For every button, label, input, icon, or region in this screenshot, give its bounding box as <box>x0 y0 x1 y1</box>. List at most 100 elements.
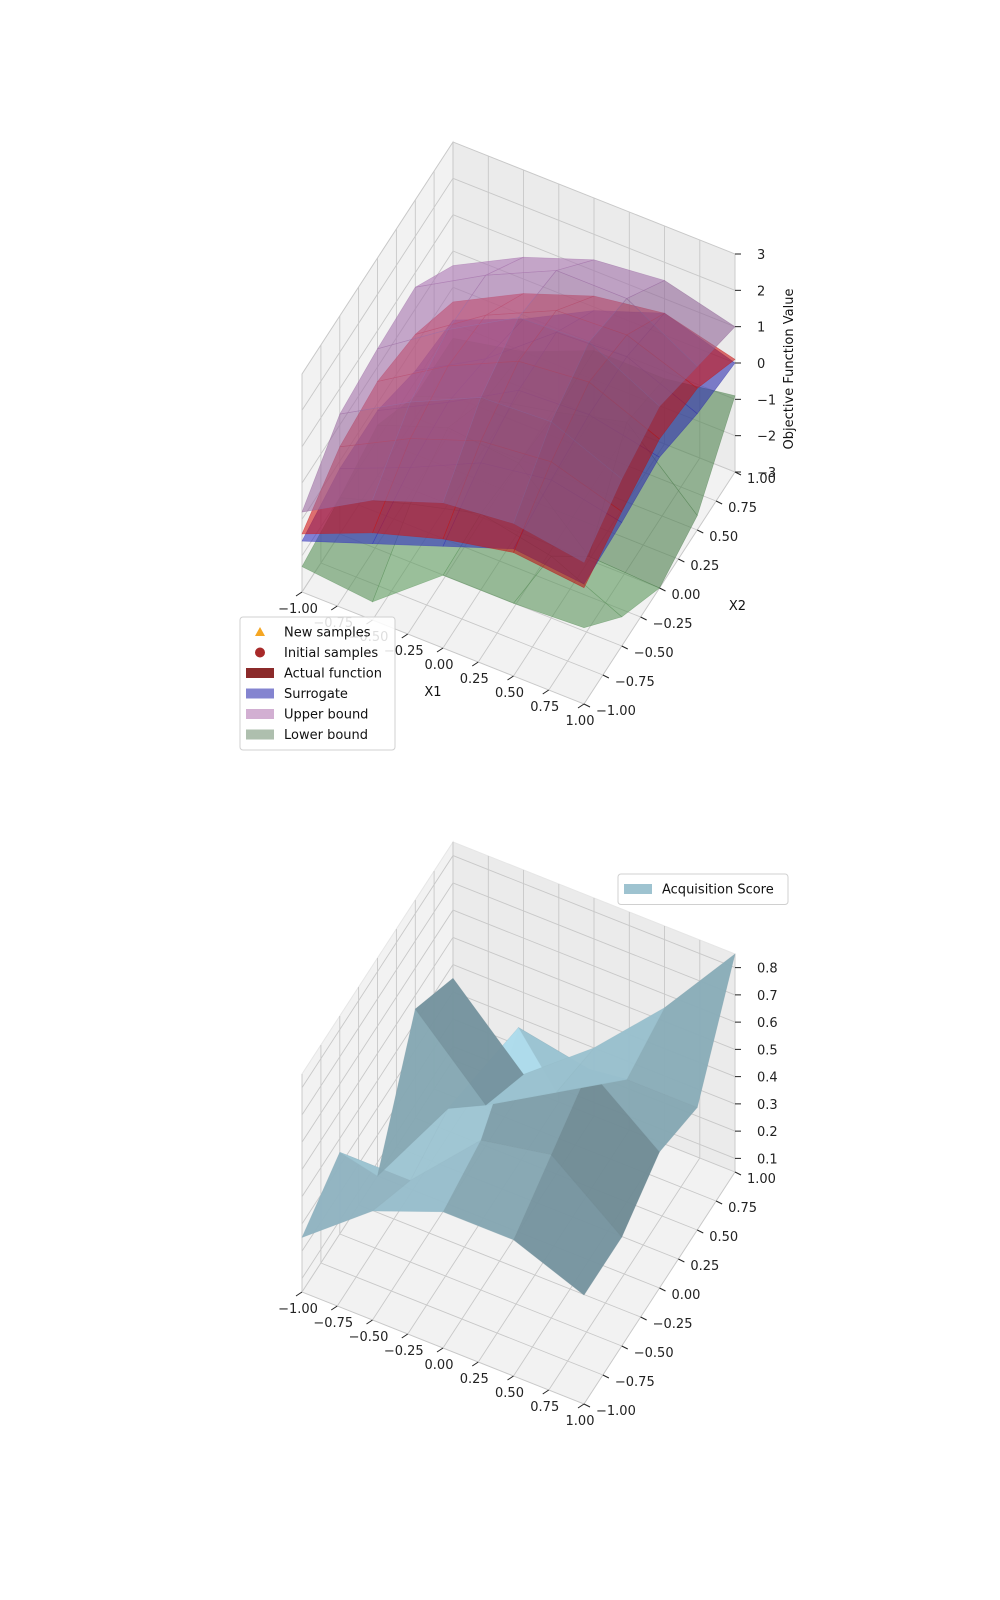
y-tick-mark <box>715 500 723 505</box>
y-tick-label: −1.00 <box>596 704 636 719</box>
x-tick-mark <box>401 1333 409 1339</box>
z-axis-label: Objective Function Value <box>782 289 797 450</box>
x-tick-mark <box>436 1347 444 1353</box>
y-tick-label: −1.00 <box>596 1404 636 1419</box>
y-tick-label: 0.50 <box>709 1230 738 1245</box>
chart-surrogate-surface: −1.00 −0.75 −0.50 −0.25 0.00 0.25 0.50 0.75 1.00… <box>239 140 797 751</box>
x-tick-label: −0.25 <box>384 1344 424 1359</box>
surface-acquisition-score <box>301 953 736 1296</box>
y-tick-label: 1.00 <box>747 472 776 487</box>
y-tick-mark <box>715 1200 723 1205</box>
x-tick-label: −1.00 <box>278 602 318 617</box>
z-tick-label: 0 <box>757 357 765 372</box>
surfaces <box>301 953 736 1296</box>
legend-patch-icon <box>246 709 274 719</box>
z-gridline <box>301 882 736 1116</box>
legend-item: Upper bound <box>246 708 368 723</box>
x-tick-label: −1.00 <box>278 1302 318 1317</box>
legend-patch-icon <box>624 884 652 894</box>
z-gridline <box>301 855 736 1088</box>
z-gridline <box>301 909 736 1143</box>
x-tick-mark <box>577 703 585 709</box>
x-tick-mark <box>542 1389 550 1395</box>
legend: Acquisition Score <box>617 873 789 905</box>
legend-patch-icon <box>246 668 274 678</box>
y-tick-label: 0.75 <box>728 501 757 516</box>
x-tick-mark <box>295 591 303 597</box>
z-tick-label: −3 <box>757 466 776 481</box>
surface-facet <box>415 256 524 288</box>
y-tick-mark <box>621 645 628 650</box>
y-tick-label: −0.75 <box>615 1375 655 1390</box>
y-tick-mark <box>697 1229 704 1234</box>
z-gridline <box>301 177 736 411</box>
legend-item: New samples <box>255 626 371 641</box>
x-tick-mark <box>542 689 550 695</box>
y-tick-label: −0.25 <box>653 617 693 632</box>
y-tick-label: −0.75 <box>615 675 655 690</box>
z-tick-label: 0.2 <box>757 1125 778 1140</box>
x-tick-label: 0.50 <box>495 1386 524 1401</box>
z-tick-label: 0.3 <box>757 1098 778 1113</box>
z-tick-label: 0.6 <box>757 1016 778 1031</box>
legend-triangle-icon <box>255 627 265 636</box>
z-tick-label: 0.7 <box>757 989 778 1004</box>
legend-item: Lower bound <box>246 728 368 743</box>
x-tick-label: 1.00 <box>566 1414 595 1429</box>
z-tick-label: −2 <box>757 430 776 445</box>
x-tick-mark <box>507 1375 514 1381</box>
z-tick-label: 2 <box>757 284 765 299</box>
y-tick-label: 0.00 <box>672 1288 701 1303</box>
x-tick-mark <box>507 675 514 681</box>
y-tick-mark <box>583 1403 591 1408</box>
x-tick-mark <box>295 1291 303 1297</box>
surfaces <box>301 256 736 629</box>
y-gridline <box>339 1016 622 1347</box>
x-tick-label: 0.00 <box>425 658 454 673</box>
x-tick-label: 0.25 <box>460 1372 489 1387</box>
y-tick-mark <box>734 1171 742 1176</box>
y-tick-label: −0.50 <box>634 1346 674 1361</box>
x-tick-label: −0.75 <box>313 1316 353 1331</box>
y-axis-label: X2 <box>729 599 746 614</box>
legend-patch-icon <box>246 688 274 699</box>
y-gridline <box>320 1045 604 1376</box>
y-tick-mark <box>621 1345 628 1350</box>
x-axis-label: X1 <box>424 685 441 700</box>
y-tick-mark <box>659 587 666 592</box>
z-gridline <box>301 141 736 375</box>
legend-patch-icon <box>246 729 274 740</box>
z-tick-label: 0.5 <box>757 1043 778 1058</box>
legend-label: Acquisition Score <box>662 883 774 898</box>
y-tick-mark <box>678 558 685 563</box>
z-tick-label: 1 <box>757 321 765 336</box>
legend-item: Surrogate <box>246 687 348 702</box>
legend-label: Upper bound <box>284 708 368 723</box>
axis-ticks: −1.00−0.75−0.50−0.250.000.250.500.751.00… <box>278 962 778 1429</box>
y-tick-mark <box>602 1374 610 1379</box>
legend-label: Lower bound <box>284 728 368 743</box>
y-tick-label: 0.25 <box>690 1259 719 1274</box>
y-tick-mark <box>640 616 647 621</box>
chart-acquisition-surface: −1.00−0.75−0.50−0.250.000.250.500.751.00… <box>278 840 789 1429</box>
legend-frame <box>617 873 789 905</box>
y-tick-mark <box>640 1316 647 1321</box>
z-tick-label: 0.1 <box>757 1152 778 1167</box>
surface-facet <box>414 977 524 1106</box>
legend-label: Actual function <box>284 667 382 682</box>
y-tick-label: 0.75 <box>728 1201 757 1216</box>
z-tick-label: 0.4 <box>757 1071 778 1086</box>
x-tick-label: 0.50 <box>495 686 524 701</box>
x-tick-mark <box>471 661 479 667</box>
legend-item: Acquisition Score <box>624 883 774 898</box>
y-tick-mark <box>697 529 704 534</box>
legend-frame <box>239 616 396 751</box>
x-tick-label: 0.00 <box>425 1358 454 1373</box>
legend-label: Initial samples <box>284 646 378 661</box>
x-tick-label: −0.50 <box>349 1330 389 1345</box>
legend-label: Surrogate <box>284 687 348 702</box>
y-tick-mark <box>602 674 610 679</box>
y-tick-label: 0.25 <box>690 559 719 574</box>
y-tick-mark <box>583 703 591 708</box>
y-tick-label: −0.25 <box>653 1317 693 1332</box>
